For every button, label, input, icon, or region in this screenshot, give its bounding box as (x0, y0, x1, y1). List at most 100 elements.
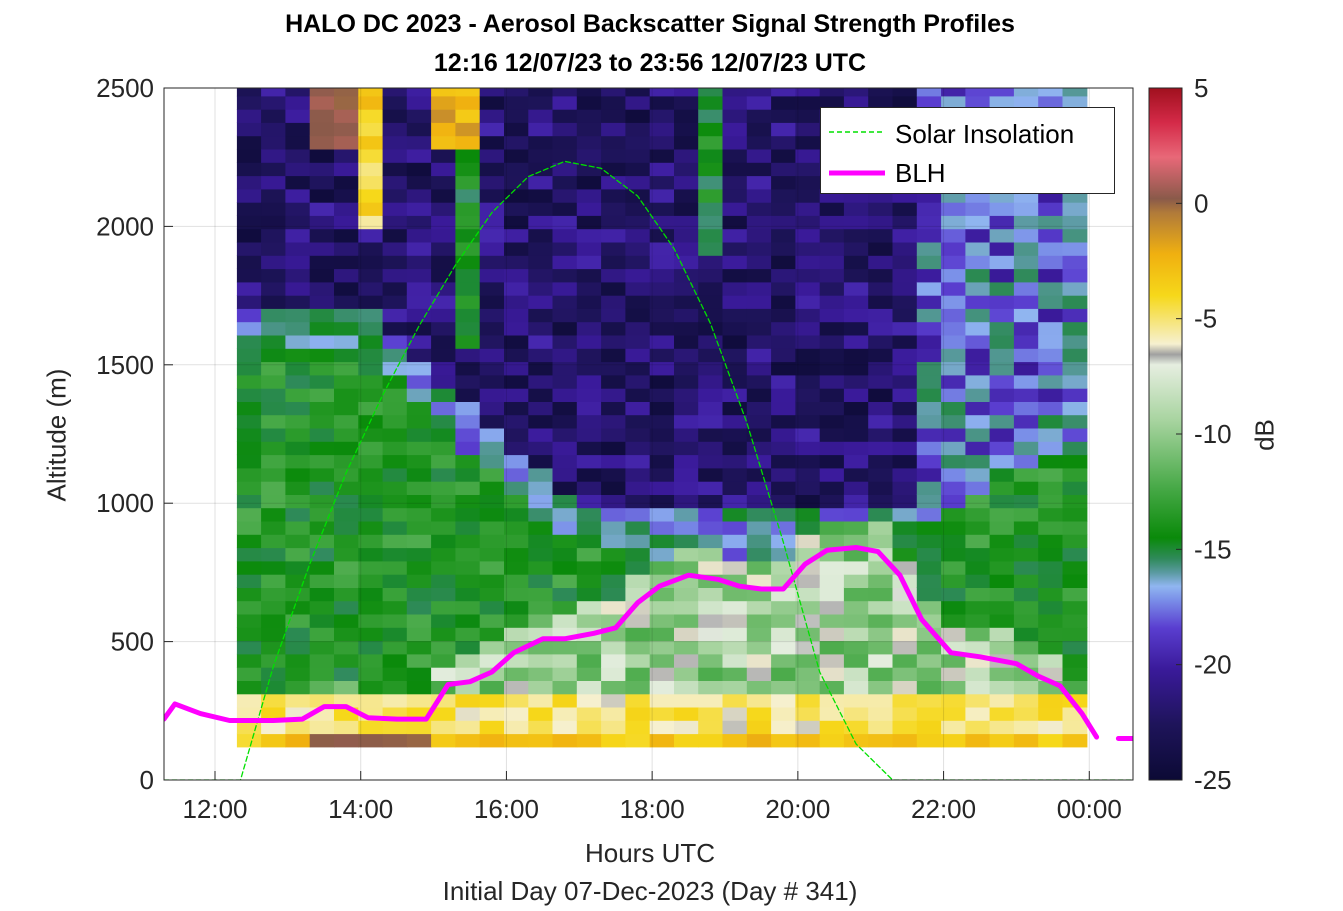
heatmap-cell (334, 600, 359, 615)
heatmap-cell (504, 202, 529, 216)
heatmap-cell (674, 162, 699, 177)
heatmap-cell (1013, 693, 1039, 708)
heatmap-cell (309, 308, 335, 323)
heatmap-cell (843, 361, 869, 376)
heatmap-cell (819, 441, 845, 456)
heatmap-cell (1038, 693, 1064, 708)
heatmap-cell (771, 653, 796, 668)
heatmap-cell (504, 361, 529, 376)
heatmap-cell (722, 467, 748, 482)
heatmap-cell (576, 135, 602, 150)
heatmap-cell (698, 281, 724, 296)
heatmap-cell (698, 162, 724, 177)
heatmap-cell (406, 534, 432, 549)
heatmap-cell (698, 348, 724, 363)
heatmap-cell (455, 374, 481, 389)
heatmap-cell (625, 653, 651, 668)
heatmap-cell (722, 427, 748, 442)
heatmap-cell (892, 720, 918, 735)
heatmap-cell (722, 255, 748, 270)
heatmap-cell (649, 268, 675, 283)
heatmap-cell (455, 494, 481, 509)
heatmap-cell (1013, 374, 1039, 389)
heatmap-cell (819, 653, 845, 668)
heatmap-cell (479, 202, 505, 216)
heatmap-cell (552, 215, 578, 230)
heatmap-cell (455, 640, 481, 655)
heatmap-cell (236, 467, 262, 482)
heatmap-cell (479, 720, 505, 735)
heatmap-cell (989, 401, 1015, 416)
heatmap-cell (698, 667, 724, 681)
heatmap-cell (236, 88, 262, 97)
heatmap-cell (528, 441, 554, 456)
heatmap-cell (455, 693, 481, 708)
heatmap-cell (552, 135, 578, 150)
heatmap-cell (455, 241, 481, 256)
heatmap-cell (261, 547, 286, 562)
heatmap-cell (236, 441, 262, 456)
heatmap-cell (382, 255, 408, 270)
heatmap-cell (649, 507, 675, 522)
heatmap-cell (576, 255, 602, 270)
heatmap-cell (528, 188, 554, 203)
heatmap-cell (576, 215, 602, 230)
heatmap-cell (479, 441, 505, 456)
heatmap-cell (1013, 560, 1039, 575)
heatmap-cell (771, 255, 796, 270)
heatmap-cell (965, 321, 991, 336)
heatmap-cell (382, 494, 408, 509)
heatmap-cell (1013, 348, 1039, 363)
heatmap-cell (892, 202, 918, 216)
heatmap-cell (771, 693, 796, 708)
heatmap-cell (309, 162, 335, 177)
heatmap-cell (504, 255, 529, 270)
heatmap-cell (989, 693, 1015, 708)
heatmap-cell (261, 481, 286, 495)
heatmap-cell (479, 414, 505, 429)
heatmap-cell (406, 188, 432, 203)
heatmap-cell (504, 427, 529, 442)
heatmap-cell (552, 640, 578, 655)
heatmap-cell (309, 441, 335, 456)
heatmap-cell (698, 640, 724, 655)
heatmap-cell (601, 653, 626, 668)
heatmap-cell (309, 388, 335, 402)
heatmap-cell (771, 241, 796, 256)
heatmap-cell (431, 733, 456, 748)
heatmap-cell (236, 560, 262, 575)
heatmap-cell (504, 401, 529, 416)
heatmap-cell (309, 667, 335, 681)
heatmap-cell (382, 308, 408, 323)
heatmap-cell (455, 520, 481, 535)
heatmap-cell (382, 520, 408, 535)
heatmap-cell (722, 148, 748, 163)
heatmap-cell (868, 295, 894, 309)
heatmap-cell (431, 268, 456, 283)
heatmap-cell (528, 215, 554, 230)
heatmap-cell (795, 95, 821, 110)
heatmap-cell (916, 228, 942, 243)
heatmap-cell (285, 255, 311, 270)
heatmap-cell (236, 680, 262, 695)
heatmap-cell (771, 295, 796, 309)
heatmap-cell (771, 308, 796, 323)
heatmap-cell (941, 520, 966, 535)
heatmap-cell (552, 507, 578, 522)
heatmap-cell (261, 361, 286, 376)
heatmap-cell (674, 148, 699, 163)
heatmap-cell (722, 520, 748, 535)
heatmap-cell (965, 640, 991, 655)
heatmap-cell (795, 388, 821, 402)
heatmap-cell (552, 361, 578, 376)
heatmap-cell (479, 148, 505, 163)
heatmap-cell (406, 295, 432, 309)
heatmap-cell (843, 295, 869, 309)
heatmap-cell (1038, 467, 1064, 482)
heatmap-cell (285, 334, 311, 349)
heatmap-cell (431, 427, 456, 442)
heatmap-cell (795, 534, 821, 549)
heatmap-cell (576, 281, 602, 296)
heatmap-cell (965, 401, 991, 416)
heatmap-cell (916, 640, 942, 655)
